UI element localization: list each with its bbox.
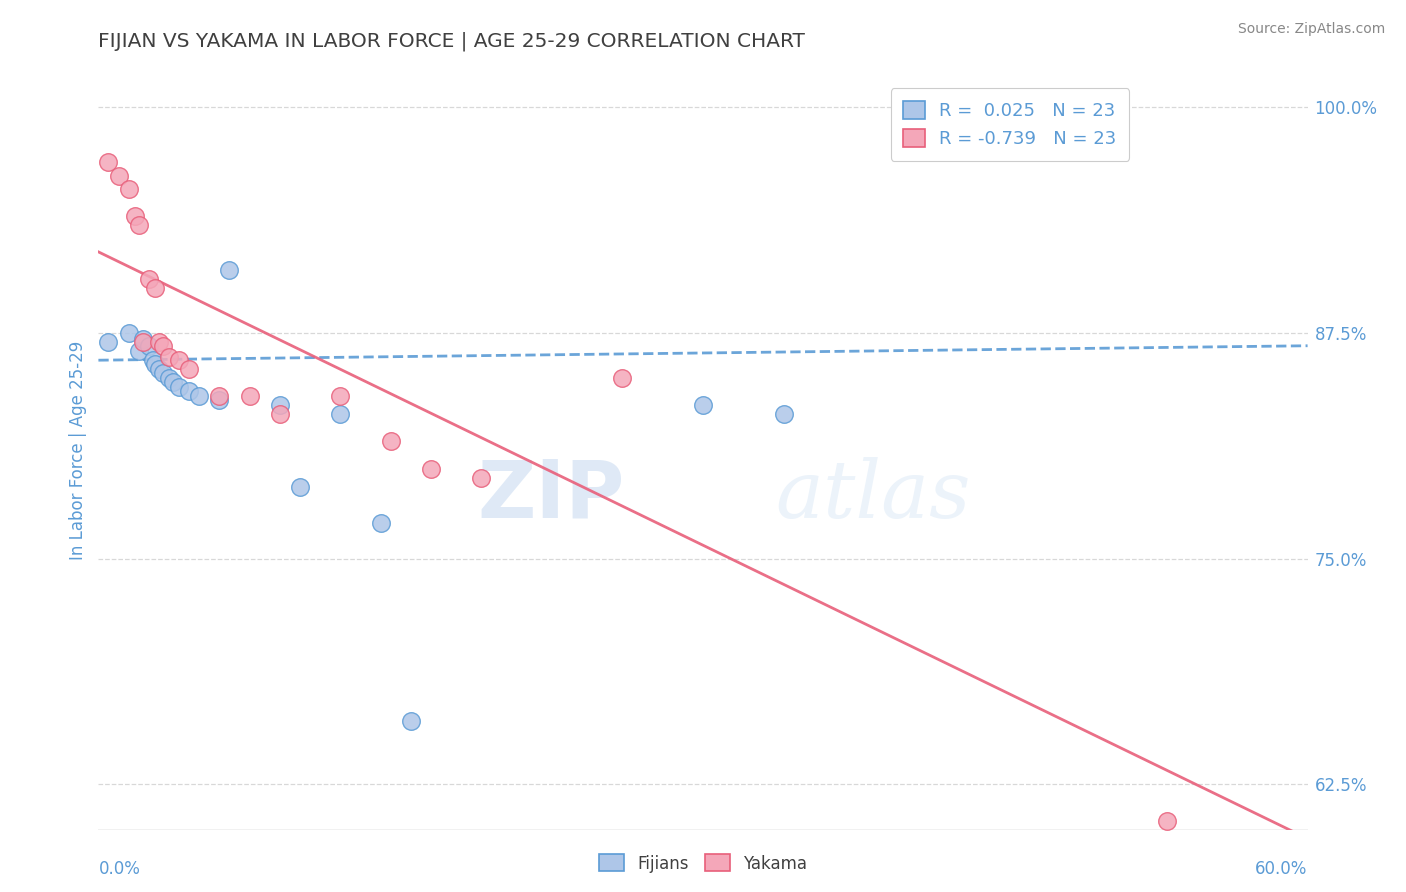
Point bbox=[772, 408, 794, 422]
Point bbox=[329, 389, 352, 403]
Text: 60.0%: 60.0% bbox=[1256, 860, 1308, 878]
Point bbox=[107, 169, 129, 183]
Point bbox=[152, 366, 174, 380]
Point bbox=[124, 209, 146, 223]
Point bbox=[179, 362, 201, 376]
Point bbox=[692, 398, 714, 412]
Point bbox=[148, 362, 170, 376]
Point bbox=[179, 384, 201, 398]
Y-axis label: In Labor Force | Age 25-29: In Labor Force | Age 25-29 bbox=[69, 341, 87, 560]
Point bbox=[152, 339, 174, 353]
Text: 0.0%: 0.0% bbox=[98, 860, 141, 878]
Point bbox=[167, 380, 190, 394]
Point bbox=[143, 357, 166, 371]
Legend: R =  0.025   N = 23, R = -0.739   N = 23: R = 0.025 N = 23, R = -0.739 N = 23 bbox=[890, 88, 1129, 161]
Point bbox=[97, 335, 120, 350]
Point bbox=[208, 389, 231, 403]
Point bbox=[148, 335, 170, 350]
Point bbox=[157, 371, 180, 385]
Legend: Fijians, Yakama: Fijians, Yakama bbox=[592, 847, 814, 880]
Text: FIJIAN VS YAKAMA IN LABOR FORCE | AGE 25-29 CORRELATION CHART: FIJIAN VS YAKAMA IN LABOR FORCE | AGE 25… bbox=[98, 31, 806, 51]
Point bbox=[612, 371, 634, 385]
Point bbox=[142, 353, 165, 368]
Point bbox=[162, 375, 184, 389]
Point bbox=[269, 408, 291, 422]
Text: atlas: atlas bbox=[776, 458, 972, 534]
Point bbox=[1206, 851, 1229, 865]
Point bbox=[188, 389, 211, 403]
Point bbox=[1156, 814, 1178, 828]
Point bbox=[288, 479, 311, 493]
Point bbox=[269, 398, 291, 412]
Point bbox=[470, 470, 492, 484]
Point bbox=[239, 389, 262, 403]
Point bbox=[167, 353, 190, 368]
Point bbox=[208, 392, 231, 407]
Point bbox=[218, 263, 240, 277]
Point bbox=[138, 339, 160, 353]
Point bbox=[138, 272, 160, 286]
Text: ZIP: ZIP bbox=[477, 457, 624, 535]
Point bbox=[399, 714, 422, 729]
Point bbox=[370, 516, 392, 530]
Point bbox=[329, 408, 352, 422]
Point bbox=[128, 218, 150, 232]
Point bbox=[157, 350, 180, 364]
Point bbox=[118, 326, 141, 340]
Point bbox=[97, 154, 120, 169]
Point bbox=[143, 281, 166, 295]
Point bbox=[420, 461, 443, 475]
Point bbox=[132, 332, 155, 346]
Point bbox=[380, 434, 402, 449]
Point bbox=[128, 344, 150, 359]
Text: Source: ZipAtlas.com: Source: ZipAtlas.com bbox=[1237, 22, 1385, 37]
Point bbox=[132, 335, 155, 350]
Point bbox=[118, 182, 141, 196]
